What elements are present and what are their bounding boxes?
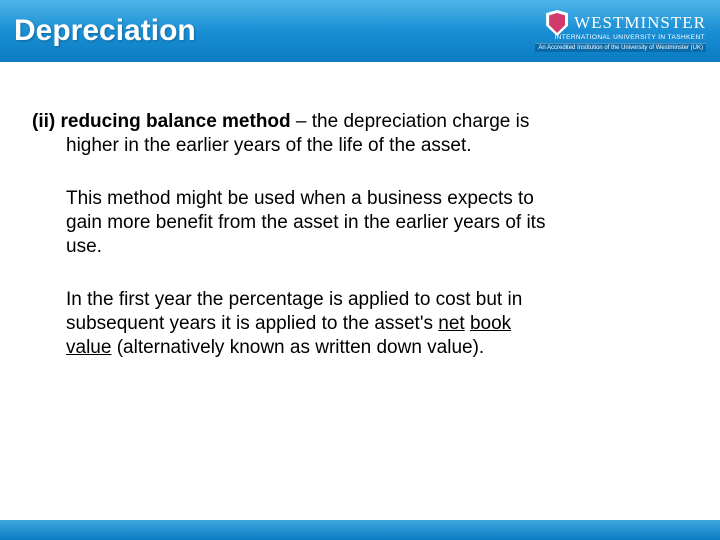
- p2-line3: use.: [66, 236, 102, 257]
- logo-top-row: WESTMINSTER: [546, 10, 706, 36]
- p1-rest-a: – the depreciation charge is: [291, 111, 530, 132]
- university-logo: WESTMINSTER INTERNATIONAL UNIVERSITY IN …: [535, 10, 706, 52]
- p1-line2: higher in the earlier years of the life …: [32, 134, 688, 158]
- shield-icon: [546, 10, 568, 36]
- paragraph-3: In the first year the percentage is appl…: [32, 288, 688, 361]
- logo-wordmark: WESTMINSTER: [574, 13, 706, 33]
- paragraph-1: (ii) reducing balance method – the depre…: [32, 110, 688, 159]
- p2-line2: gain more benefit from the asset in the …: [66, 212, 545, 233]
- underline-net: net: [438, 313, 464, 334]
- p3-rest: (alternatively known as written down val…: [111, 337, 484, 358]
- underline-book: book: [470, 313, 511, 334]
- logo-subtitle: INTERNATIONAL UNIVERSITY IN TASHKENT: [554, 34, 705, 41]
- p3-line2a: subsequent years it is applied to the as…: [66, 313, 438, 334]
- paragraph-2: This method might be used when a busines…: [32, 187, 688, 260]
- logo-accreditation: An Accredited Institution of the Univers…: [535, 43, 706, 52]
- method-name: (ii) reducing balance method: [32, 111, 291, 132]
- slide-footer-bar: [0, 520, 720, 540]
- p2-line1: This method might be used when a busines…: [66, 188, 534, 209]
- p3-line1: In the first year the percentage is appl…: [66, 289, 522, 310]
- slide-header: Depreciation WESTMINSTER INTERNATIONAL U…: [0, 0, 720, 62]
- slide-title: Depreciation: [14, 14, 196, 48]
- underline-value: value: [66, 337, 111, 358]
- slide-body: (ii) reducing balance method – the depre…: [0, 62, 720, 361]
